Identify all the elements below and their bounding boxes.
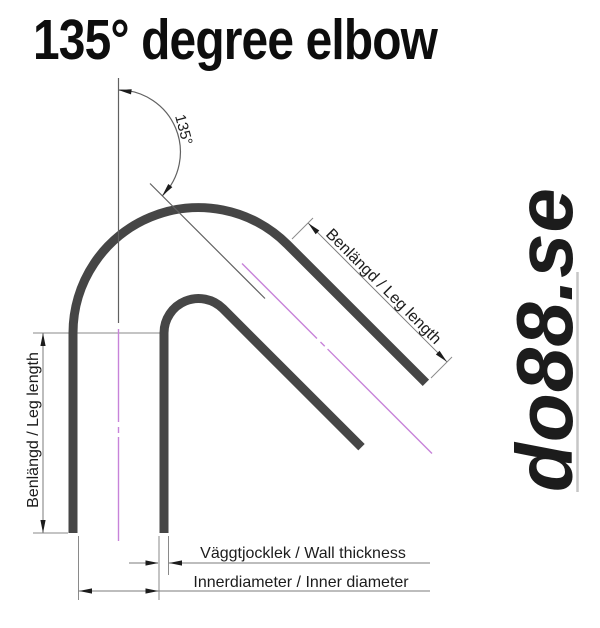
- tube-outer-wall: [68, 203, 430, 533]
- angled-leg-length-dimension: Benlängd / Leg length: [307, 222, 448, 363]
- angle-arc: [118, 89, 181, 197]
- elbow-tube: [68, 203, 430, 533]
- angle-dimension: 135°: [117, 78, 266, 323]
- left-leg-bottom-arrowhead: [40, 520, 46, 533]
- inner-diameter-left-arrowhead: [79, 588, 92, 594]
- angled-leg-start-arrowhead: [308, 223, 320, 235]
- centerlines: [117, 263, 433, 541]
- inner-diameter-dimension: Innerdiameter / Inner diameter: [78, 574, 430, 594]
- angled-leg-start-extension-line: [291, 217, 314, 240]
- angled-leg-centerline: [241, 263, 433, 454]
- tube-inner-wall: [159, 294, 365, 533]
- watermark-logo: do88.se: [500, 187, 589, 492]
- wall-thickness-label: Väggtjocklek / Wall thickness: [200, 545, 406, 562]
- wall-thickness-dimension: Väggtjocklek / Wall thickness: [129, 545, 430, 566]
- diagram-title: 135° degree elbow: [33, 8, 438, 72]
- angle-arc-bottom-arrowhead: [162, 183, 173, 196]
- wall-thickness-right-arrowhead: [169, 560, 182, 566]
- wall-thickness-left-arrowhead: [145, 560, 159, 566]
- left-leg-top-arrowhead: [40, 333, 46, 346]
- angled-leg-dimension-line: [307, 222, 448, 363]
- left-leg-length-label: Benlängd / Leg length: [25, 352, 42, 508]
- inner-diameter-label: Innerdiameter / Inner diameter: [193, 574, 409, 591]
- angle-arc-top-arrowhead: [118, 89, 132, 95]
- angled-leg-length-label: Benlängd / Leg length: [322, 226, 444, 348]
- extension-lines: [33, 217, 453, 600]
- inner-diameter-right-arrowhead: [145, 588, 159, 594]
- angled-leg-end-extension-line: [430, 356, 453, 379]
- left-leg-length-dimension: Benlängd / Leg length: [25, 333, 46, 533]
- watermark-text: do88.se: [500, 187, 589, 492]
- angle-label: 135°: [171, 113, 195, 147]
- angled-leg-end-arrowhead: [435, 350, 447, 362]
- angle-reference-line: [149, 183, 266, 299]
